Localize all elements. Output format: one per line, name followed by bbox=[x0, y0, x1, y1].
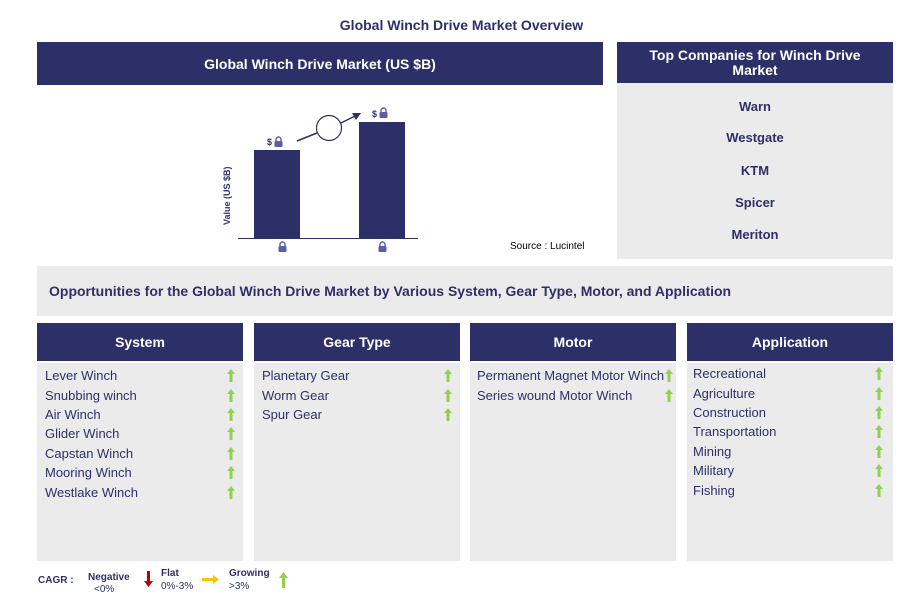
legend-negative-range: <0% bbox=[94, 584, 115, 595]
list-item: Lever Winch bbox=[37, 366, 243, 385]
x-axis bbox=[238, 238, 418, 239]
gear-type-column: Gear Type Planetary Gear Worm Gear Spur … bbox=[254, 323, 460, 561]
list-item: Glider Winch bbox=[37, 424, 243, 443]
arrow-up-icon bbox=[875, 405, 883, 419]
item-label: Snubbing winch bbox=[45, 387, 137, 403]
list-item: Snubbing winch bbox=[37, 385, 243, 404]
lock-icon bbox=[278, 241, 287, 252]
list-item: Series wound Motor Winch bbox=[470, 385, 676, 404]
item-label: Spur Gear bbox=[262, 406, 322, 422]
item-label: Westlake Winch bbox=[45, 484, 138, 500]
cagr-legend: CAGR : Negative <0% Flat 0%-3% Growing >… bbox=[38, 568, 338, 598]
item-label: Series wound Motor Winch bbox=[477, 387, 633, 403]
chart-header: Global Winch Drive Market (US $B) bbox=[37, 42, 603, 85]
company-item: Westgate bbox=[726, 130, 784, 145]
item-label: Planetary Gear bbox=[262, 368, 350, 384]
list-item: Mining bbox=[687, 442, 893, 461]
opportunities-banner: Opportunities for the Global Winch Drive… bbox=[37, 266, 893, 316]
arrow-up-icon bbox=[444, 369, 452, 383]
cagr-arrow-icon bbox=[296, 113, 361, 142]
arrow-up-icon bbox=[875, 444, 883, 458]
legend-label: CAGR : bbox=[38, 575, 74, 586]
bar-1-value: $ bbox=[267, 137, 273, 147]
column-header: Application bbox=[687, 323, 893, 361]
company-item: Spicer bbox=[735, 195, 775, 210]
column-header: Motor bbox=[470, 323, 676, 361]
list-item: Air Winch bbox=[37, 405, 243, 424]
item-label: Mooring Winch bbox=[45, 465, 132, 481]
item-label: Capstan Winch bbox=[45, 445, 134, 461]
source-label: Source : Lucintel bbox=[510, 241, 585, 252]
legend-flat-label: Flat bbox=[161, 568, 179, 579]
arrow-up-icon bbox=[279, 572, 288, 588]
companies-list: Warn Westgate KTM Spicer Meriton bbox=[617, 83, 893, 259]
item-label: Air Winch bbox=[45, 406, 101, 422]
application-column: Application Recreational Agriculture Con… bbox=[687, 323, 893, 561]
legend-flat-range: 0%-3% bbox=[161, 581, 194, 592]
item-label: Agriculture bbox=[693, 385, 756, 401]
list-item: Planetary Gear bbox=[254, 366, 460, 385]
item-label: Recreational bbox=[693, 366, 766, 382]
item-label: Military bbox=[693, 463, 735, 479]
bar-2 bbox=[359, 122, 405, 238]
item-label: Transportation bbox=[693, 424, 777, 440]
item-label: Fishing bbox=[693, 482, 735, 498]
arrow-up-icon bbox=[875, 483, 883, 497]
company-item: Meriton bbox=[731, 227, 779, 242]
arrow-up-icon bbox=[227, 466, 235, 480]
motor-column: Motor Permanent Magnet Motor Winch Serie… bbox=[470, 323, 676, 561]
list-item: Permanent Magnet Motor Winch bbox=[470, 366, 676, 385]
legend-growing-label: Growing bbox=[229, 568, 270, 579]
bar-chart: Value (US $B) $ $ bbox=[200, 95, 600, 260]
list-item: Worm Gear bbox=[254, 385, 460, 404]
arrow-up-icon bbox=[875, 425, 883, 439]
list-item: Transportation bbox=[687, 422, 893, 441]
company-item: KTM bbox=[740, 163, 770, 178]
arrow-up-icon bbox=[875, 367, 883, 381]
arrow-up-icon bbox=[444, 388, 452, 402]
item-label: Construction bbox=[693, 404, 766, 420]
list-item: Fishing bbox=[687, 480, 893, 499]
item-label: Mining bbox=[693, 443, 732, 459]
company-item: Warn bbox=[738, 99, 772, 114]
legend-negative-label: Negative bbox=[88, 572, 130, 583]
list-item: Westlake Winch bbox=[37, 482, 243, 501]
arrow-up-icon bbox=[665, 388, 673, 402]
item-label: Permanent Magnet Motor Winch bbox=[477, 368, 665, 384]
column-header: Gear Type bbox=[254, 323, 460, 361]
arrow-down-icon bbox=[144, 571, 153, 587]
y-axis-label: Value (US $B) bbox=[222, 166, 232, 225]
arrow-up-icon bbox=[665, 369, 673, 383]
companies-header: Top Companies for Winch Drive Market bbox=[617, 42, 893, 83]
arrow-up-icon bbox=[227, 407, 235, 421]
legend-growing-range: >3% bbox=[229, 581, 250, 592]
arrow-up-icon bbox=[875, 386, 883, 400]
item-label: Worm Gear bbox=[262, 387, 329, 403]
arrow-up-icon bbox=[444, 407, 452, 421]
item-label: Glider Winch bbox=[45, 426, 120, 442]
list-item: Recreational bbox=[687, 364, 893, 383]
arrow-right-icon bbox=[202, 575, 219, 584]
list-item: Agriculture bbox=[687, 383, 893, 402]
list-item: Capstan Winch bbox=[37, 444, 243, 463]
arrow-up-icon bbox=[227, 485, 235, 499]
arrow-up-icon bbox=[875, 464, 883, 478]
arrow-up-icon bbox=[227, 427, 235, 441]
list-item: Military bbox=[687, 461, 893, 480]
lock-icon bbox=[274, 136, 283, 147]
arrow-up-icon bbox=[227, 446, 235, 460]
lock-icon bbox=[378, 241, 387, 252]
bar-1 bbox=[254, 150, 300, 238]
column-header: System bbox=[37, 323, 243, 361]
arrow-up-icon bbox=[227, 388, 235, 402]
list-item: Spur Gear bbox=[254, 405, 460, 424]
list-item: Construction bbox=[687, 403, 893, 422]
page-title: Global Winch Drive Market Overview bbox=[339, 17, 584, 33]
list-item: Mooring Winch bbox=[37, 463, 243, 482]
item-label: Lever Winch bbox=[45, 368, 118, 384]
lock-icon bbox=[379, 107, 388, 118]
arrow-up-icon bbox=[227, 369, 235, 383]
system-column: System Lever Winch Snubbing winch Air Wi… bbox=[37, 323, 243, 561]
bar-2-value: $ bbox=[372, 109, 378, 119]
